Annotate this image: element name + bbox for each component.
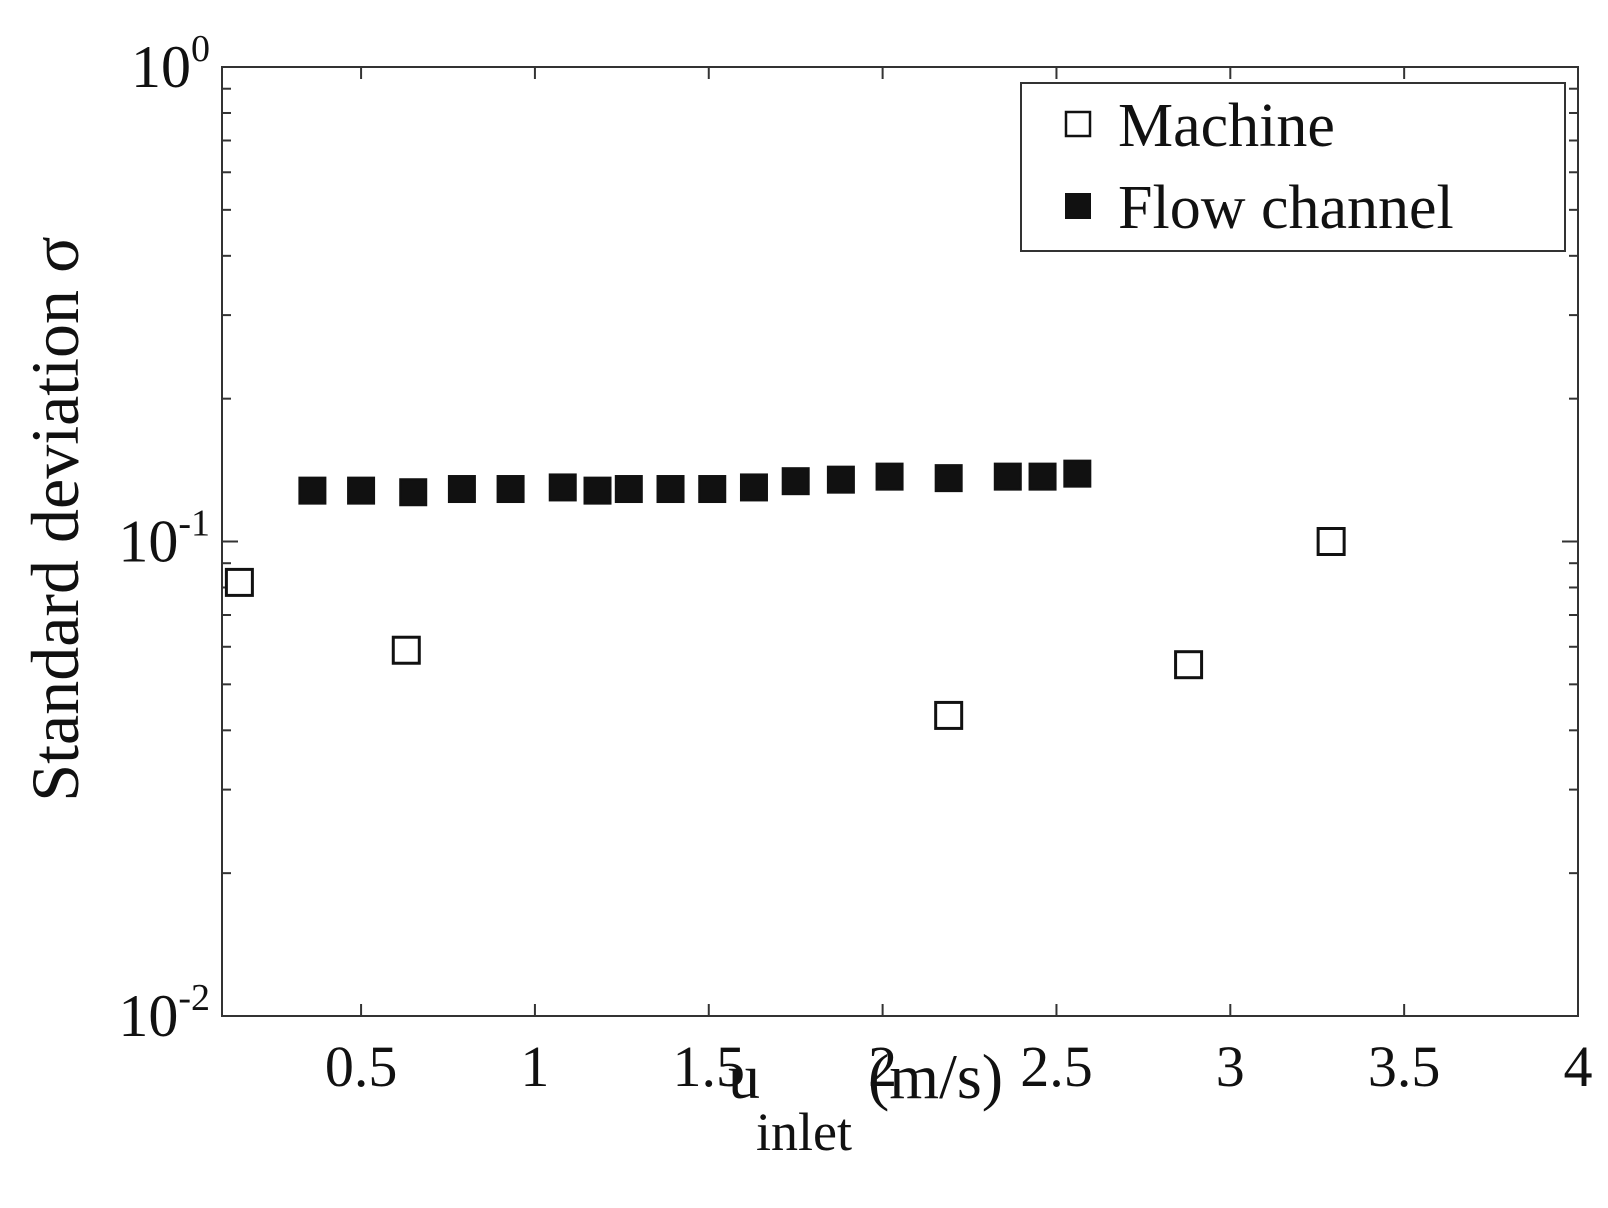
flow-channel-point bbox=[298, 476, 327, 505]
y-tick-label: 10-1 bbox=[118, 503, 210, 575]
x-axis-label-main: u bbox=[728, 1041, 760, 1112]
legend-label-flow-channel: Flow channel bbox=[1118, 174, 1454, 242]
y-tick-label-base: 10 bbox=[118, 509, 178, 575]
y-tick-label-base: 10 bbox=[131, 34, 191, 100]
x-tick-label: 1 bbox=[520, 1034, 549, 1099]
data-markers bbox=[224, 459, 1346, 730]
x-axis-tick-labels: 0.5 1 1.5 2 2.5 3 3.5 4 bbox=[325, 1034, 1593, 1099]
x-axis-label: u inlet (m/s) bbox=[728, 1041, 1003, 1162]
y-tick-label: 10-2 bbox=[118, 977, 210, 1049]
y-tick-label-exponent: 0 bbox=[191, 28, 210, 70]
machine-point bbox=[391, 635, 421, 665]
y-tick-label-base: 10 bbox=[118, 983, 178, 1049]
legend: Machine Flow channel bbox=[1020, 82, 1566, 252]
y-axis-label: Standard deviation σ bbox=[17, 236, 93, 801]
flow-channel-point bbox=[934, 464, 963, 493]
x-tick-label: 4 bbox=[1564, 1034, 1593, 1099]
y-tick-label: 100 bbox=[131, 28, 210, 100]
x-tick-label: 3.5 bbox=[1368, 1034, 1441, 1099]
flow-channel-point bbox=[739, 473, 768, 502]
x-tick-label: 2.5 bbox=[1020, 1034, 1093, 1099]
flow-channel-point bbox=[656, 475, 685, 504]
flow-channel-point bbox=[347, 476, 376, 505]
machine-point bbox=[224, 567, 254, 597]
machine-point bbox=[934, 700, 964, 730]
flow-channel-point bbox=[399, 478, 428, 507]
x-tick-label: 0.5 bbox=[325, 1034, 398, 1099]
flow-channel-point bbox=[614, 475, 643, 504]
legend-box bbox=[1020, 82, 1566, 252]
flow-channel-point bbox=[548, 473, 577, 502]
legend-label-machine: Machine bbox=[1118, 92, 1335, 160]
y-tick-label-exponent: -1 bbox=[178, 503, 210, 545]
x-tick-label: 1.5 bbox=[673, 1034, 746, 1099]
y-tick-label-exponent: -2 bbox=[178, 977, 210, 1019]
flow-channel-point bbox=[781, 467, 810, 496]
flow-channel-point bbox=[447, 475, 476, 504]
flow-channel-point bbox=[993, 462, 1022, 491]
machine-point bbox=[1174, 650, 1204, 680]
flow-channel-point bbox=[875, 462, 904, 491]
x-tick-label: 3 bbox=[1216, 1034, 1245, 1099]
flow-channel-point bbox=[826, 465, 855, 494]
y-axis-ticks bbox=[222, 66, 1578, 1017]
x-axis-label-subscript: inlet bbox=[756, 1102, 852, 1162]
flow-channel-point bbox=[1063, 459, 1092, 488]
legend-marker-flow-channel bbox=[1065, 193, 1091, 219]
x-axis-ticks bbox=[360, 67, 1579, 1016]
x-tick-label: 2 bbox=[868, 1034, 897, 1099]
x-axis-label-unit: (m/s) bbox=[868, 1041, 1003, 1112]
flow-channel-point bbox=[583, 476, 612, 505]
machine-point bbox=[1316, 527, 1346, 556]
legend-marker-machine bbox=[1064, 110, 1092, 138]
flow-channel-point bbox=[1028, 462, 1057, 491]
flow-channel-point bbox=[496, 475, 525, 504]
flow-channel-point bbox=[698, 475, 727, 504]
